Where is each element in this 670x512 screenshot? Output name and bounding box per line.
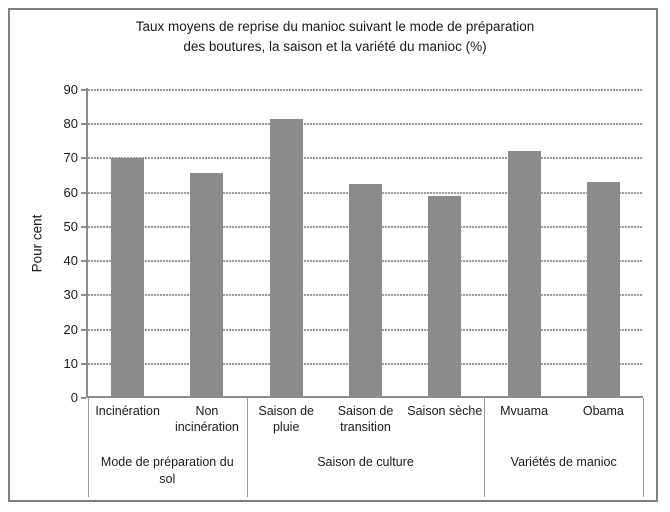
chart-title-line1: Taux moyens de reprise du manioc suivant…	[135, 19, 535, 34]
gridline-90	[88, 89, 643, 91]
y-axis-tick-70	[81, 157, 86, 160]
category-label-obama: Obama	[582, 404, 624, 418]
category-group-separator-2	[484, 398, 485, 497]
y-axis-tick-0	[81, 397, 86, 399]
group-label-varietes-de-manioc: Variétés de manioc	[510, 455, 617, 469]
y-axis-tick-label-60: 60	[63, 184, 78, 200]
bar-mvuama	[507, 150, 541, 398]
category-group-separator-1	[247, 398, 248, 497]
bar-saison-seche	[428, 196, 462, 398]
chart-title: Taux moyens de reprise du manioc suivant…	[20, 17, 650, 57]
category-label-incineration: Incinération	[95, 404, 160, 418]
group-label-mode-de-preparation-du-sol: Mode de préparation du sol	[100, 455, 234, 486]
category-label-saison-de-transition: Saison de transition	[337, 404, 394, 434]
bar-incineration	[111, 158, 145, 398]
y-axis-tick-40	[81, 260, 86, 263]
y-axis-tick-label-50: 50	[63, 218, 78, 234]
y-axis-tick-50	[81, 225, 86, 228]
x-axis-line	[86, 396, 643, 398]
y-axis-tick-label-0: 0	[70, 390, 78, 405]
chart-title-line2: des boutures, la saison et la variété du…	[183, 39, 487, 54]
y-axis-tick-90	[81, 89, 86, 91]
gridline-70	[88, 157, 643, 160]
y-axis-tick-label-30: 30	[63, 287, 78, 303]
bar-obama	[586, 181, 620, 398]
y-axis-tick-label-80: 80	[63, 116, 78, 132]
bar-non-incineration	[190, 172, 224, 398]
y-axis-tick-label-20: 20	[63, 321, 78, 337]
y-axis-tick-label-10: 10	[63, 355, 78, 371]
y-axis-tick-20	[81, 328, 86, 331]
y-axis-tick-label-70: 70	[63, 150, 78, 166]
y-axis-line	[86, 88, 88, 398]
y-axis-tick-label-90: 90	[63, 82, 78, 97]
figure-border	[8, 8, 658, 502]
category-group-separator-3	[643, 398, 644, 497]
group-label-saison-de-culture: Saison de culture	[317, 455, 414, 469]
category-label-saison-de-pluie: Saison de pluie	[258, 404, 314, 434]
gridline-80	[88, 123, 643, 126]
category-group-separator-0	[88, 398, 89, 497]
y-axis-tick-80	[81, 123, 86, 126]
y-axis-tick-30	[81, 294, 86, 297]
y-axis-tick-60	[81, 191, 86, 194]
bar-saison-de-pluie	[269, 119, 303, 398]
category-label-non-incineration: Non incinération	[174, 404, 239, 434]
category-label-saison-seche: Saison sèche	[407, 404, 483, 418]
category-label-mvuama: Mvuama	[500, 404, 549, 418]
y-axis-tick-label-40: 40	[63, 253, 78, 269]
bar-saison-de-transition	[349, 184, 382, 398]
y-axis-tick-10	[81, 362, 86, 365]
